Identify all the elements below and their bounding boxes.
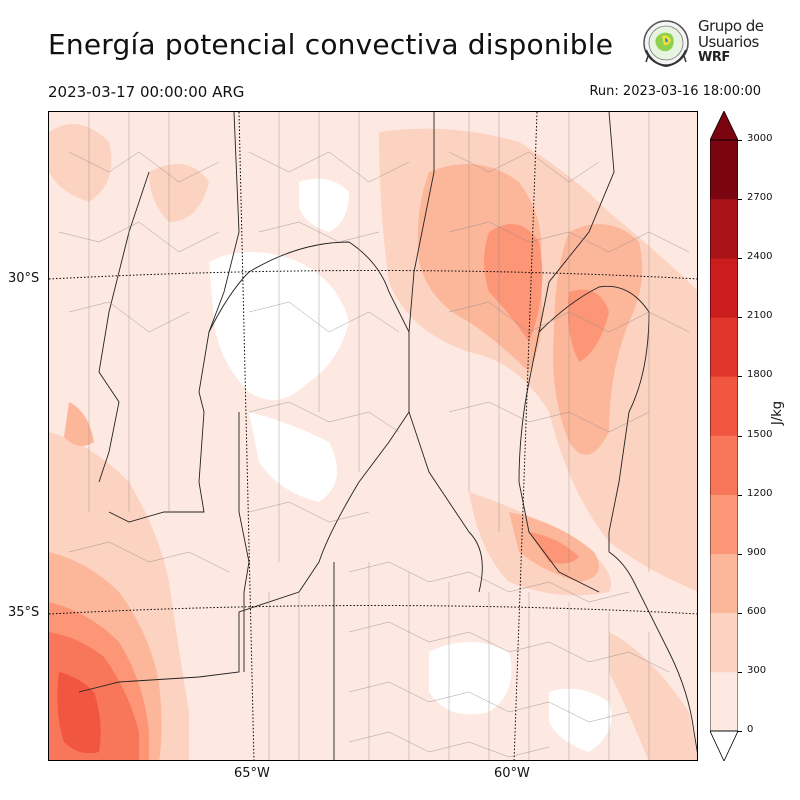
graticule: [49, 112, 697, 760]
colorbar-tick-label: 0: [747, 724, 754, 735]
cape-map: [48, 111, 698, 761]
colorbar-tick-mark: [738, 671, 742, 673]
colorbar-tick-mark: [738, 140, 742, 141]
colorbar-tick-mark: [738, 317, 742, 319]
logo-line3: WRF: [698, 50, 730, 65]
parallel-35s: [49, 605, 697, 615]
colorbar-max-arrow: [710, 111, 738, 141]
colorbar-tick-mark: [738, 612, 742, 614]
parallel-30s: [49, 270, 697, 280]
colorbar-tick-mark: [738, 553, 742, 555]
colorbar-unit: J/kg: [770, 401, 785, 425]
valid-time: 2023-03-17 00:00:00 ARG: [48, 83, 245, 101]
colorbar-segment: [710, 435, 738, 495]
logo-line1: Grupo de: [698, 17, 764, 35]
colorbar-segment: [710, 494, 738, 554]
colorbar-segment: [710, 376, 738, 436]
province-borders: [78, 112, 650, 760]
department-borders: [58, 112, 690, 760]
colorbar-tick-mark: [738, 435, 742, 437]
colorbar-segment: [710, 612, 738, 673]
colorbar-segment: [710, 317, 738, 377]
colorbar-segment: [710, 140, 738, 200]
colorbar-tick-mark: [738, 258, 742, 260]
colorbar-tick-label: 3000: [747, 133, 773, 144]
colorbar-min-arrow: [710, 730, 738, 761]
colorbar-tick-mark: [738, 376, 742, 378]
colorbar-tick-label: 300: [747, 664, 767, 676]
colorbar-segment: [710, 553, 738, 614]
colorbar-tick-mark: [738, 199, 742, 201]
lon-label-60w: 60°W: [494, 766, 530, 781]
logo-text: Grupo de Usuarios WRF: [698, 18, 764, 66]
lat-label-35s: 35°S: [8, 605, 40, 620]
colorbar-frame: [710, 139, 738, 732]
logo-line2: Usuarios: [698, 33, 759, 51]
cape-field: [49, 112, 697, 760]
colorbar-tick-label: 2400: [747, 251, 773, 263]
colorbar-tick-mark: [738, 731, 742, 732]
colorbar-tick-label: 600: [747, 605, 767, 617]
colorbar-tick-label: 1200: [747, 487, 773, 499]
colorbar-tick-label: 900: [747, 546, 767, 558]
colorbar-segment: [710, 199, 738, 259]
colorbar-tick-label: 2700: [747, 192, 773, 204]
globe-icon: [643, 20, 689, 68]
colorbar-tick-mark: [738, 494, 742, 496]
cape-1500-1800: [57, 672, 101, 754]
coastline: [608, 551, 697, 753]
colorbar-segment: [710, 671, 738, 732]
colorbar-segment: [710, 258, 738, 318]
colorbar-tick-label: 1500: [747, 428, 773, 440]
wrf-users-logo: Grupo de Usuarios WRF: [638, 16, 768, 72]
map-title: Energía potencial convectiva disponible: [48, 28, 614, 61]
lon-label-65w: 65°W: [234, 766, 270, 781]
lat-label-30s: 30°S: [8, 271, 40, 286]
colorbar-tick-label: 1800: [747, 369, 773, 381]
colorbar-tick-label: 2100: [747, 310, 773, 322]
run-time: Run: 2023-03-16 18:00:00: [589, 84, 761, 99]
colorbar: [710, 111, 738, 761]
